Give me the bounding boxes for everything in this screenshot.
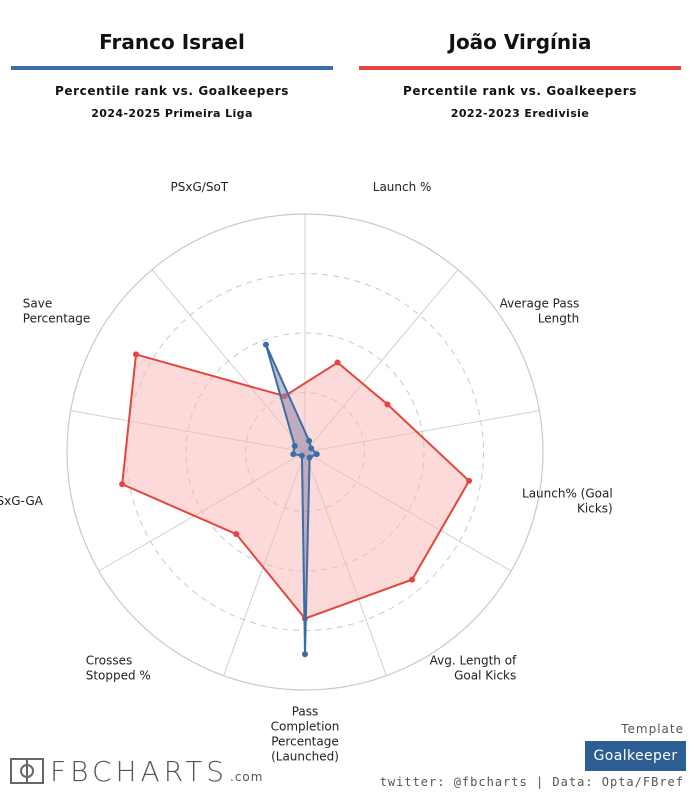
- player1-subtitle: Percentile rank vs. Goalkeepers: [55, 84, 289, 98]
- pitch-icon: [10, 758, 44, 784]
- player1-name: Franco Israel: [99, 30, 245, 54]
- template-badge: Goalkeeper: [585, 741, 686, 771]
- axis-label-line: Length: [538, 312, 579, 326]
- axis-label-line: Avg. Length of: [430, 654, 517, 668]
- axis-label-line: (Launched): [271, 750, 339, 764]
- data-point-jo-o-virg-nia: [119, 481, 126, 488]
- axis-label: Crosses Stopped %: [86, 654, 151, 683]
- radar-series: [119, 341, 473, 658]
- series-area-franco-israel: [264, 343, 318, 656]
- data-point-franco-israel: [306, 454, 313, 461]
- credits-text: twitter: @fbcharts | Data: Opta/FBref: [379, 775, 684, 789]
- axis-label: Launch %: [373, 180, 432, 194]
- player2-color-bar: [359, 66, 681, 70]
- axis-label: Launch% (Goal Kicks): [522, 486, 613, 515]
- data-point-jo-o-virg-nia: [233, 531, 240, 538]
- axis-label: PSxG-GA: [0, 494, 44, 508]
- fbcharts-logo: FBCHARTS .com: [10, 754, 263, 788]
- data-point-jo-o-virg-nia: [409, 576, 416, 583]
- axis-label: Avg. Length of Goal Kicks: [430, 654, 517, 683]
- axis-label-line: Kicks): [577, 501, 613, 515]
- axis-label-line: Crosses: [86, 654, 133, 668]
- data-point-franco-israel: [308, 445, 315, 452]
- axis-label-line: PSxG/SoT: [171, 180, 229, 194]
- logo-domain: .com: [230, 770, 264, 784]
- series-area-jo-o-virg-nia: [121, 353, 471, 620]
- data-point-jo-o-virg-nia: [384, 401, 391, 408]
- axis-label-line: Average Pass: [500, 297, 580, 311]
- data-point-jo-o-virg-nia: [334, 359, 341, 366]
- template-label: Template: [621, 722, 684, 736]
- logo-text: FBCHARTS: [50, 754, 229, 788]
- axis-label: PSxG/SoT: [171, 180, 229, 194]
- data-point-franco-israel: [290, 451, 297, 458]
- data-point-jo-o-virg-nia: [466, 477, 473, 484]
- axis-label-line: Pass: [292, 705, 319, 719]
- axis-label: Average Pass Length: [500, 297, 580, 326]
- player1-color-bar: [11, 66, 333, 70]
- axis-label-line: Launch %: [373, 180, 432, 194]
- axis-label: Save Percentage: [23, 297, 91, 326]
- axis-label-line: Launch% (Goal: [522, 486, 613, 500]
- axis-label-line: Save: [23, 297, 52, 311]
- axis-label-line: Percentage: [271, 735, 339, 749]
- axis-label-line: Goal Kicks: [454, 669, 516, 683]
- data-point-franco-israel: [313, 451, 320, 458]
- axis-label-line: PSxG-GA: [0, 494, 44, 508]
- data-point-franco-israel: [262, 341, 269, 348]
- data-point-jo-o-virg-nia: [132, 351, 139, 358]
- axis-label: Pass Completion Percentage (Launched): [271, 705, 340, 764]
- data-point-franco-israel: [298, 452, 305, 459]
- radar-axis-labels: Launch % Average Pass Length Launch% (Goal K…: [0, 180, 613, 763]
- data-point-franco-israel: [306, 437, 313, 444]
- player2-name: João Virgínia: [448, 30, 592, 54]
- player2-competition: 2022-2023 Eredivisie: [450, 107, 590, 120]
- axis-label-line: Stopped %: [86, 669, 151, 683]
- data-point-franco-israel: [302, 651, 308, 658]
- player1-competition: 2024-2025 Primeira Liga: [91, 107, 253, 120]
- axis-label-line: Percentage: [23, 312, 91, 326]
- axis-label-line: Completion: [271, 720, 340, 734]
- player2-subtitle: Percentile rank vs. Goalkeepers: [403, 84, 637, 98]
- data-point-franco-israel: [291, 443, 298, 450]
